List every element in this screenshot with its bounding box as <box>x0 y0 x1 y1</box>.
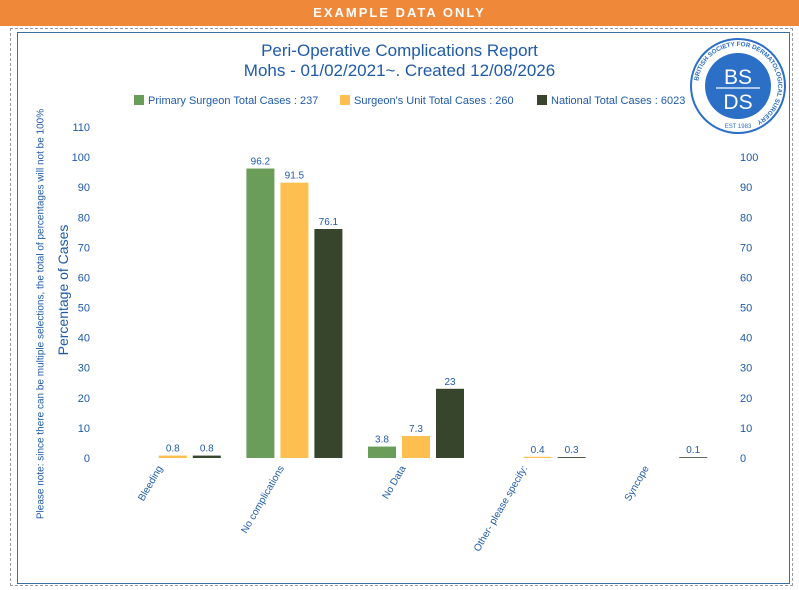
legend-label-primary: Primary Surgeon Total Cases : 237 <box>148 95 319 107</box>
bar <box>557 457 586 458</box>
bar-value-label: 7.3 <box>409 424 423 435</box>
bar <box>280 182 309 458</box>
y-tick-right-label: 60 <box>740 272 752 284</box>
y-tick-right-label: 100 <box>740 152 758 164</box>
bar-value-label: 3.8 <box>375 435 389 446</box>
y-tick-left-label: 10 <box>78 423 90 435</box>
y-tick-left-label: 30 <box>78 363 90 375</box>
bar <box>679 457 708 458</box>
bar-value-label: 0.1 <box>686 445 700 456</box>
y-tick-right-label: 20 <box>740 393 752 405</box>
bar-value-label: 0.8 <box>166 444 180 455</box>
legend-label-national: National Total Cases : 6023 <box>551 95 686 107</box>
chart-title: Peri-Operative Complications Report <box>261 41 538 60</box>
legend-item-primary-surgeon: Primary Surgeon Total Cases : 237 <box>134 95 318 107</box>
y-tick-right-label: 40 <box>740 333 752 345</box>
x-category-label: Syncope <box>623 464 652 504</box>
chart-frame <box>17 32 790 584</box>
bar <box>314 229 343 458</box>
bar-value-label: 0.3 <box>565 445 579 456</box>
legend-item-national: National Total Cases : 6023 <box>537 95 685 107</box>
bar-value-label: 0.4 <box>531 445 545 456</box>
legend-swatch-primary <box>134 95 144 105</box>
y-tick-left-label: 0 <box>84 453 90 465</box>
legend-swatch-national <box>537 95 547 105</box>
logo-abbr-top: BS <box>724 66 752 89</box>
x-category-label: Other- please specify: <box>472 464 530 554</box>
y-tick-left-label: 90 <box>78 182 90 194</box>
bar-value-label: 91.5 <box>285 171 305 182</box>
y-tick-right-label: 30 <box>740 363 752 375</box>
bar <box>246 168 275 458</box>
y-tick-left-label: 50 <box>78 303 90 315</box>
y-tick-right-label: 70 <box>740 242 752 254</box>
x-category-label: No Data <box>381 464 409 502</box>
legend-swatch-unit <box>340 95 350 105</box>
bar <box>368 446 396 458</box>
y-tick-left-label: 80 <box>78 212 90 224</box>
legend-label-unit: Surgeon's Unit Total Cases : 260 <box>354 95 514 107</box>
y-tick-left-label: 40 <box>78 333 90 345</box>
logo-inner-circle <box>705 53 771 119</box>
bar <box>523 456 552 458</box>
y-tick-left-label: 110 <box>72 122 90 134</box>
bar-value-label: 96.2 <box>251 157 271 168</box>
report-frame <box>10 28 793 586</box>
y-tick-right-label: 50 <box>740 303 752 315</box>
y-tick-right-label: 80 <box>740 212 752 224</box>
bar-value-label: 0.8 <box>200 444 214 455</box>
y-tick-left-label: 60 <box>78 272 90 284</box>
bar-value-label: 23 <box>444 377 456 388</box>
bar <box>436 388 464 458</box>
y-tick-left-label: 100 <box>72 152 90 164</box>
logo-abbr-bottom: DS <box>723 91 752 114</box>
bar <box>192 455 221 458</box>
x-category-label: Bleeding <box>136 464 165 503</box>
bar-value-label: 76.1 <box>319 217 339 228</box>
y-tick-right-label: 0 <box>740 453 746 465</box>
y-tick-right-label: 10 <box>740 423 752 435</box>
example-data-banner: EXAMPLE DATA ONLY <box>0 0 799 26</box>
y-tick-right-label: 90 <box>740 182 752 194</box>
x-category-label: No complications <box>239 464 287 535</box>
chart-legend: Primary Surgeon Total Cases : 237 Surgeo… <box>0 95 799 111</box>
chart-subtitle: Mohs - 01/02/2021~. Created 12/08/2026 <box>243 61 556 80</box>
bar <box>158 455 187 458</box>
y-tick-left-label: 70 <box>78 242 90 254</box>
legend-item-surgeons-unit: Surgeon's Unit Total Cases : 260 <box>340 95 514 107</box>
bsds-logo: BRITISH SOCIETY FOR DERMATOLOGICAL SURGE… <box>690 38 786 134</box>
logo-est-text: EST 1983 <box>725 124 752 130</box>
bar <box>402 436 430 458</box>
y-tick-left-label: 20 <box>78 393 90 405</box>
